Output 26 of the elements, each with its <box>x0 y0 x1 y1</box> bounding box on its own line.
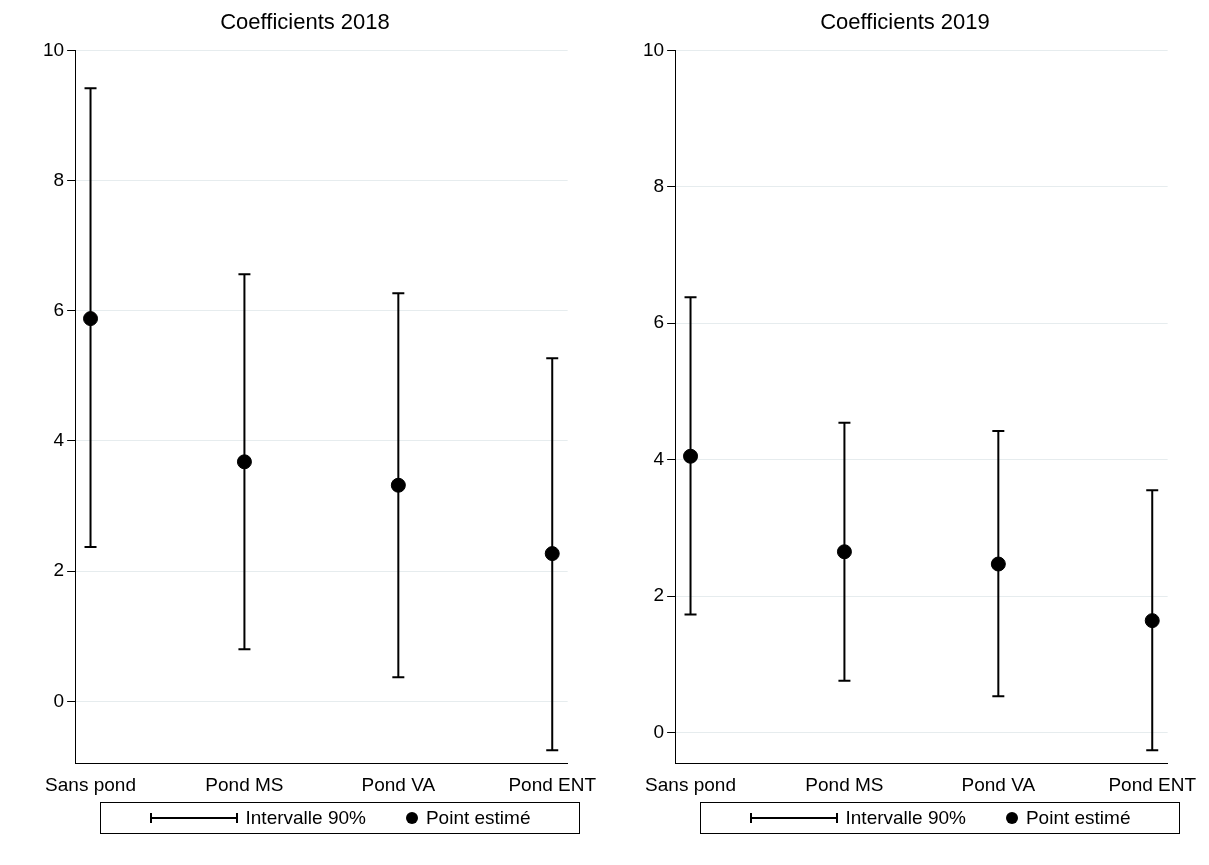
x-tick-label: Sans pond <box>645 773 736 795</box>
x-tick-label: Pond ENT <box>1108 773 1197 795</box>
y-tick-label: 0 <box>653 720 665 742</box>
y-tick-label: 8 <box>653 175 665 197</box>
y-tick-label: 6 <box>53 299 65 321</box>
y-tick-label: 0 <box>53 689 65 711</box>
y-tick-label: 4 <box>53 429 65 451</box>
y-tick-label: 8 <box>53 168 65 190</box>
x-tick-label: Pond VA <box>961 773 1036 795</box>
y-tick-label: 4 <box>653 447 665 469</box>
y-tick-label: 2 <box>53 559 65 581</box>
x-tick-label: Pond ENT <box>508 773 597 795</box>
chart-title: Coefficients 2019 <box>820 9 990 35</box>
x-tick-label: Sans pond <box>45 773 136 795</box>
chart-title: Coefficients 2018 <box>220 9 390 35</box>
text: Intervalle 90% <box>245 807 366 829</box>
text: Intervalle 90% <box>845 807 966 829</box>
y-tick-label: 10 <box>42 38 65 60</box>
x-tick-label: Pond MS <box>805 773 884 795</box>
legend-label: Point estimé <box>1025 807 1131 829</box>
y-tick-label: 10 <box>642 38 665 60</box>
x-tick-label: Pond VA <box>361 773 436 795</box>
x-tick-label: Pond MS <box>205 773 284 795</box>
y-tick-label: 6 <box>653 311 665 333</box>
legend-label: Point estimé <box>425 807 531 829</box>
y-tick-label: 2 <box>653 584 665 606</box>
